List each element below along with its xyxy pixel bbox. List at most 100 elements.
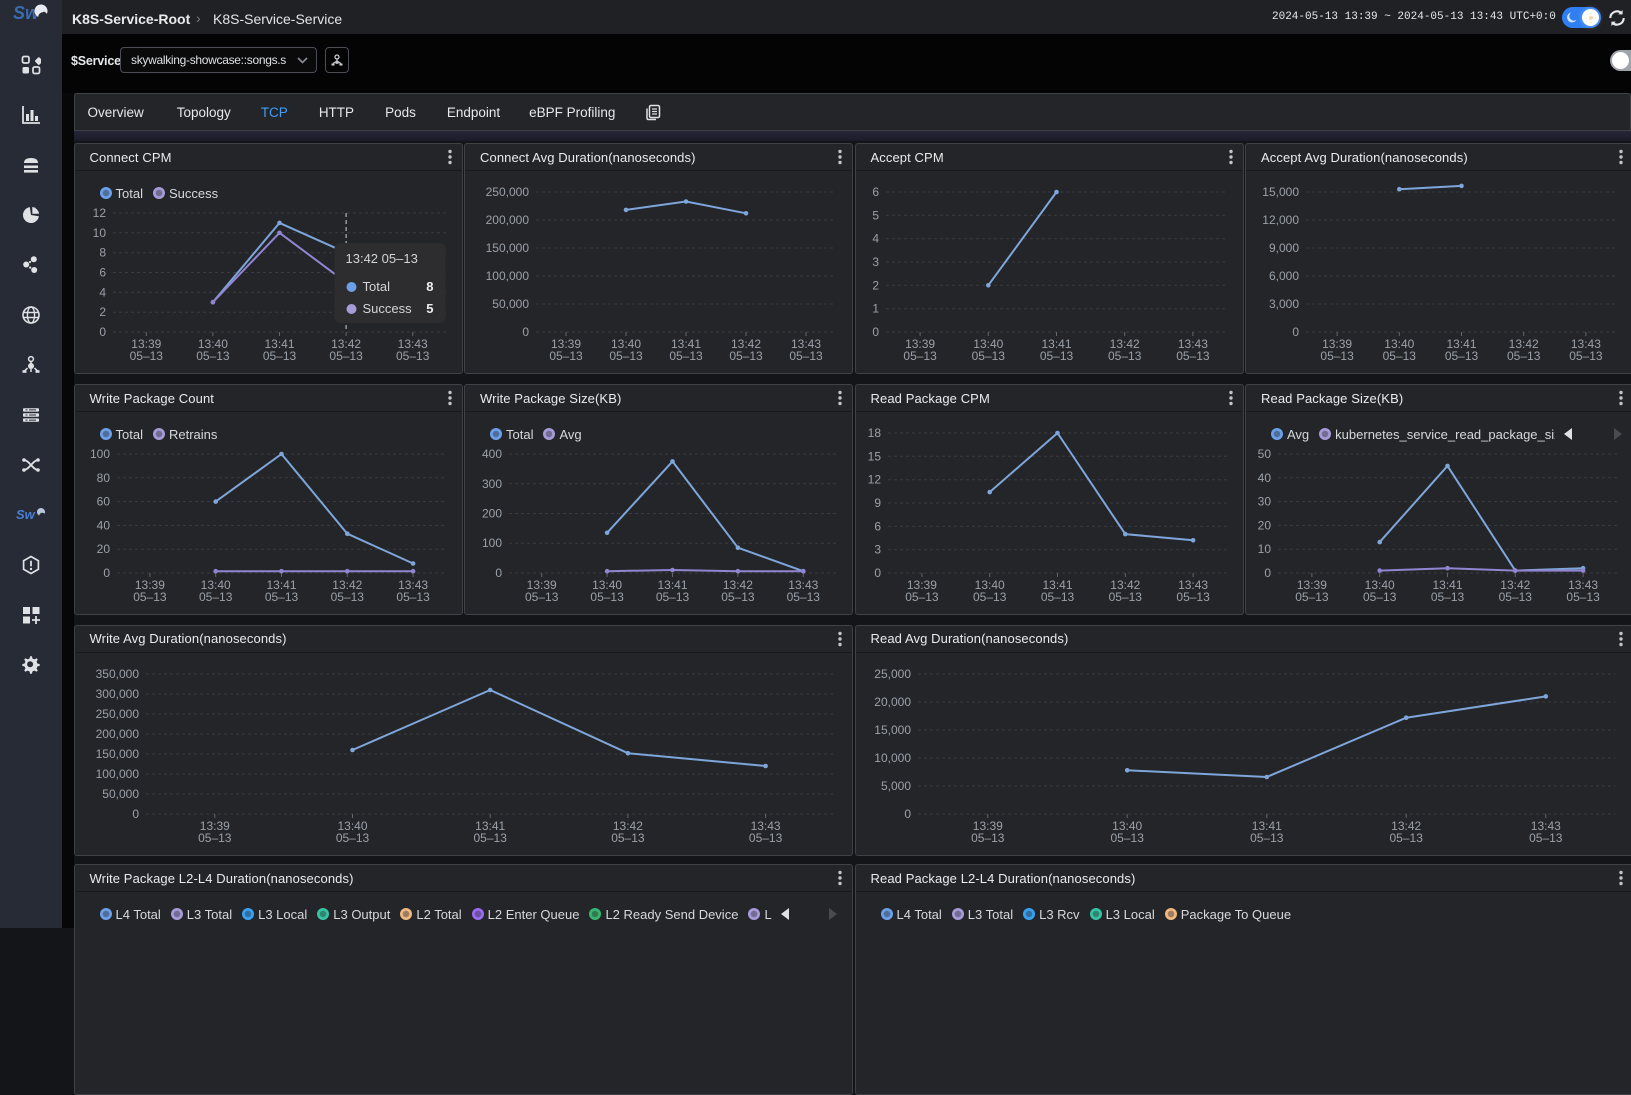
svg-text:20: 20 bbox=[96, 542, 110, 556]
svg-text:13:43: 13:43 bbox=[750, 819, 780, 833]
svg-text:0: 0 bbox=[99, 325, 106, 339]
svg-text:13:41: 13:41 bbox=[475, 819, 505, 833]
svg-text:15,000: 15,000 bbox=[1262, 185, 1299, 199]
svg-text:13:39: 13:39 bbox=[131, 337, 161, 351]
svg-text:300,000: 300,000 bbox=[95, 687, 139, 701]
svg-text:13:39: 13:39 bbox=[905, 337, 935, 351]
svg-text:05–13: 05–13 bbox=[549, 349, 583, 363]
svg-text:0: 0 bbox=[872, 325, 879, 339]
svg-text:9: 9 bbox=[874, 496, 881, 510]
svg-text:13:39: 13:39 bbox=[1297, 578, 1327, 592]
svg-text:0: 0 bbox=[904, 807, 911, 821]
svg-text:13:41: 13:41 bbox=[671, 337, 701, 351]
svg-text:40: 40 bbox=[1258, 471, 1272, 485]
svg-text:05–13: 05–13 bbox=[330, 590, 364, 604]
svg-text:05–13: 05–13 bbox=[196, 349, 230, 363]
svg-text:3: 3 bbox=[872, 255, 879, 269]
svg-text:05–13: 05–13 bbox=[473, 831, 507, 845]
svg-text:05–13: 05–13 bbox=[1320, 349, 1354, 363]
svg-text:05–13: 05–13 bbox=[1499, 590, 1533, 604]
svg-text:2: 2 bbox=[872, 278, 879, 292]
svg-text:5: 5 bbox=[872, 208, 879, 222]
svg-text:13:43: 13:43 bbox=[1571, 337, 1601, 351]
svg-text:13:40: 13:40 bbox=[1112, 819, 1142, 833]
svg-text:5: 5 bbox=[426, 301, 433, 316]
svg-text:05–13: 05–13 bbox=[787, 590, 821, 604]
svg-text:15: 15 bbox=[867, 449, 881, 463]
svg-text:13:41: 13:41 bbox=[264, 337, 294, 351]
svg-text:05–13: 05–13 bbox=[729, 349, 763, 363]
svg-text:13:42: 13:42 bbox=[612, 819, 642, 833]
svg-text:13:39: 13:39 bbox=[551, 337, 581, 351]
svg-text:5,000: 5,000 bbox=[880, 779, 910, 793]
svg-text:13:42: 13:42 bbox=[1391, 819, 1421, 833]
svg-text:13:41: 13:41 bbox=[1432, 578, 1462, 592]
svg-text:05–13: 05–13 bbox=[1176, 590, 1210, 604]
svg-text:05–13: 05–13 bbox=[1566, 590, 1600, 604]
svg-text:15,000: 15,000 bbox=[874, 723, 911, 737]
svg-text:200: 200 bbox=[482, 507, 502, 521]
svg-text:250,000: 250,000 bbox=[95, 707, 139, 721]
svg-text:05–13: 05–13 bbox=[1108, 590, 1142, 604]
svg-text:8: 8 bbox=[99, 246, 106, 260]
svg-text:200,000: 200,000 bbox=[95, 727, 139, 741]
svg-text:05–13: 05–13 bbox=[1110, 831, 1144, 845]
svg-text:05–13: 05–13 bbox=[1569, 349, 1603, 363]
svg-text:05–13: 05–13 bbox=[1039, 349, 1073, 363]
svg-text:2: 2 bbox=[99, 305, 106, 319]
svg-text:6: 6 bbox=[99, 266, 106, 280]
svg-text:10,000: 10,000 bbox=[874, 751, 911, 765]
svg-text:0: 0 bbox=[132, 807, 139, 821]
svg-text:13:42 05–13: 13:42 05–13 bbox=[345, 251, 417, 266]
svg-text:13:42: 13:42 bbox=[1109, 337, 1139, 351]
svg-text:13:43: 13:43 bbox=[1568, 578, 1598, 592]
svg-text:05–13: 05–13 bbox=[133, 590, 167, 604]
svg-text:13:40: 13:40 bbox=[974, 578, 1004, 592]
svg-text:05–13: 05–13 bbox=[1529, 831, 1563, 845]
svg-text:13:39: 13:39 bbox=[527, 578, 557, 592]
svg-text:13:42: 13:42 bbox=[1500, 578, 1530, 592]
svg-text:05–13: 05–13 bbox=[973, 590, 1007, 604]
svg-text:18: 18 bbox=[867, 426, 881, 440]
svg-text:13:43: 13:43 bbox=[1178, 578, 1208, 592]
svg-text:13:40: 13:40 bbox=[197, 337, 227, 351]
svg-text:150,000: 150,000 bbox=[95, 747, 139, 761]
svg-text:25,000: 25,000 bbox=[874, 667, 911, 681]
svg-text:250,000: 250,000 bbox=[486, 185, 530, 199]
svg-text:4: 4 bbox=[872, 232, 879, 246]
svg-text:10: 10 bbox=[92, 226, 106, 240]
svg-text:05–13: 05–13 bbox=[1108, 349, 1142, 363]
svg-text:13:39: 13:39 bbox=[199, 819, 229, 833]
svg-text:20: 20 bbox=[1258, 518, 1272, 532]
svg-text:13:43: 13:43 bbox=[791, 337, 821, 351]
svg-text:13:41: 13:41 bbox=[1446, 337, 1476, 351]
svg-text:05–13: 05–13 bbox=[396, 349, 430, 363]
svg-text:05–13: 05–13 bbox=[903, 349, 937, 363]
svg-text:6: 6 bbox=[874, 519, 881, 533]
svg-text:05–13: 05–13 bbox=[1040, 590, 1074, 604]
svg-text:0: 0 bbox=[1264, 566, 1271, 580]
svg-text:05–13: 05–13 bbox=[611, 831, 645, 845]
svg-text:13:41: 13:41 bbox=[1041, 337, 1071, 351]
svg-text:400: 400 bbox=[482, 447, 502, 461]
svg-text:13:40: 13:40 bbox=[611, 337, 641, 351]
svg-text:05–13: 05–13 bbox=[1383, 349, 1417, 363]
svg-text:50: 50 bbox=[1258, 447, 1272, 461]
svg-text:40: 40 bbox=[96, 518, 110, 532]
svg-text:12: 12 bbox=[867, 473, 881, 487]
svg-text:13:42: 13:42 bbox=[331, 337, 361, 351]
svg-text:13:43: 13:43 bbox=[788, 578, 818, 592]
svg-text:05–13: 05–13 bbox=[329, 349, 363, 363]
svg-text:13:42: 13:42 bbox=[731, 337, 761, 351]
svg-text:60: 60 bbox=[96, 495, 110, 509]
svg-text:12,000: 12,000 bbox=[1262, 213, 1299, 227]
svg-text:05–13: 05–13 bbox=[971, 349, 1005, 363]
svg-text:13:40: 13:40 bbox=[337, 819, 367, 833]
svg-text:05–13: 05–13 bbox=[262, 349, 296, 363]
svg-text:05–13: 05–13 bbox=[264, 590, 298, 604]
svg-text:05–13: 05–13 bbox=[1507, 349, 1541, 363]
svg-text:05–13: 05–13 bbox=[335, 831, 369, 845]
svg-text:05–13: 05–13 bbox=[1445, 349, 1479, 363]
svg-text:30: 30 bbox=[1258, 495, 1272, 509]
svg-text:150,000: 150,000 bbox=[486, 241, 530, 255]
